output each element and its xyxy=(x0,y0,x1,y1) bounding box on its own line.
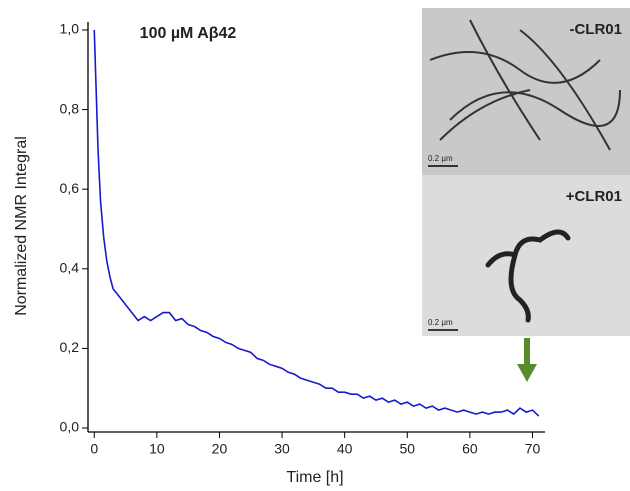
fibrils xyxy=(429,19,621,151)
arrow xyxy=(517,338,537,382)
x-tick-label: 60 xyxy=(462,441,478,457)
inset-bottom: +CLR01 0.2 µm xyxy=(422,175,630,336)
x-tick-label: 10 xyxy=(149,441,165,457)
inset-label: -CLR01 xyxy=(569,21,622,38)
y-tick-label: 0,0 xyxy=(60,419,80,435)
x-tick-label: 40 xyxy=(337,441,353,457)
x-tick-label: 50 xyxy=(399,441,415,457)
x-tick-label: 0 xyxy=(90,441,98,457)
inset-label: +CLR01 xyxy=(566,188,622,205)
aggregate xyxy=(485,229,571,323)
x-tick-label: 20 xyxy=(212,441,228,457)
scale-bar-label: 0.2 µm xyxy=(428,154,453,163)
y-tick-label: 0,6 xyxy=(60,180,80,196)
scale-bar-label: 0.2 µm xyxy=(428,318,453,327)
x-tick-label: 70 xyxy=(525,441,541,457)
inset-top: -CLR01 0.2 µm xyxy=(422,8,630,175)
y-tick-label: 0,2 xyxy=(60,339,80,355)
data-line xyxy=(93,29,540,417)
y-axis-label: Normalized NMR Integral xyxy=(13,136,30,316)
y-tick-label: 0,8 xyxy=(60,100,80,116)
y-tick-label: 1,0 xyxy=(60,21,80,37)
y-tick-label: 0,4 xyxy=(60,259,80,275)
arrow-head xyxy=(517,364,537,382)
x-tick-label: 30 xyxy=(274,441,290,457)
x-axis-label: Time [h] xyxy=(286,469,343,486)
annotation: 100 µM Aβ42 xyxy=(140,25,237,42)
